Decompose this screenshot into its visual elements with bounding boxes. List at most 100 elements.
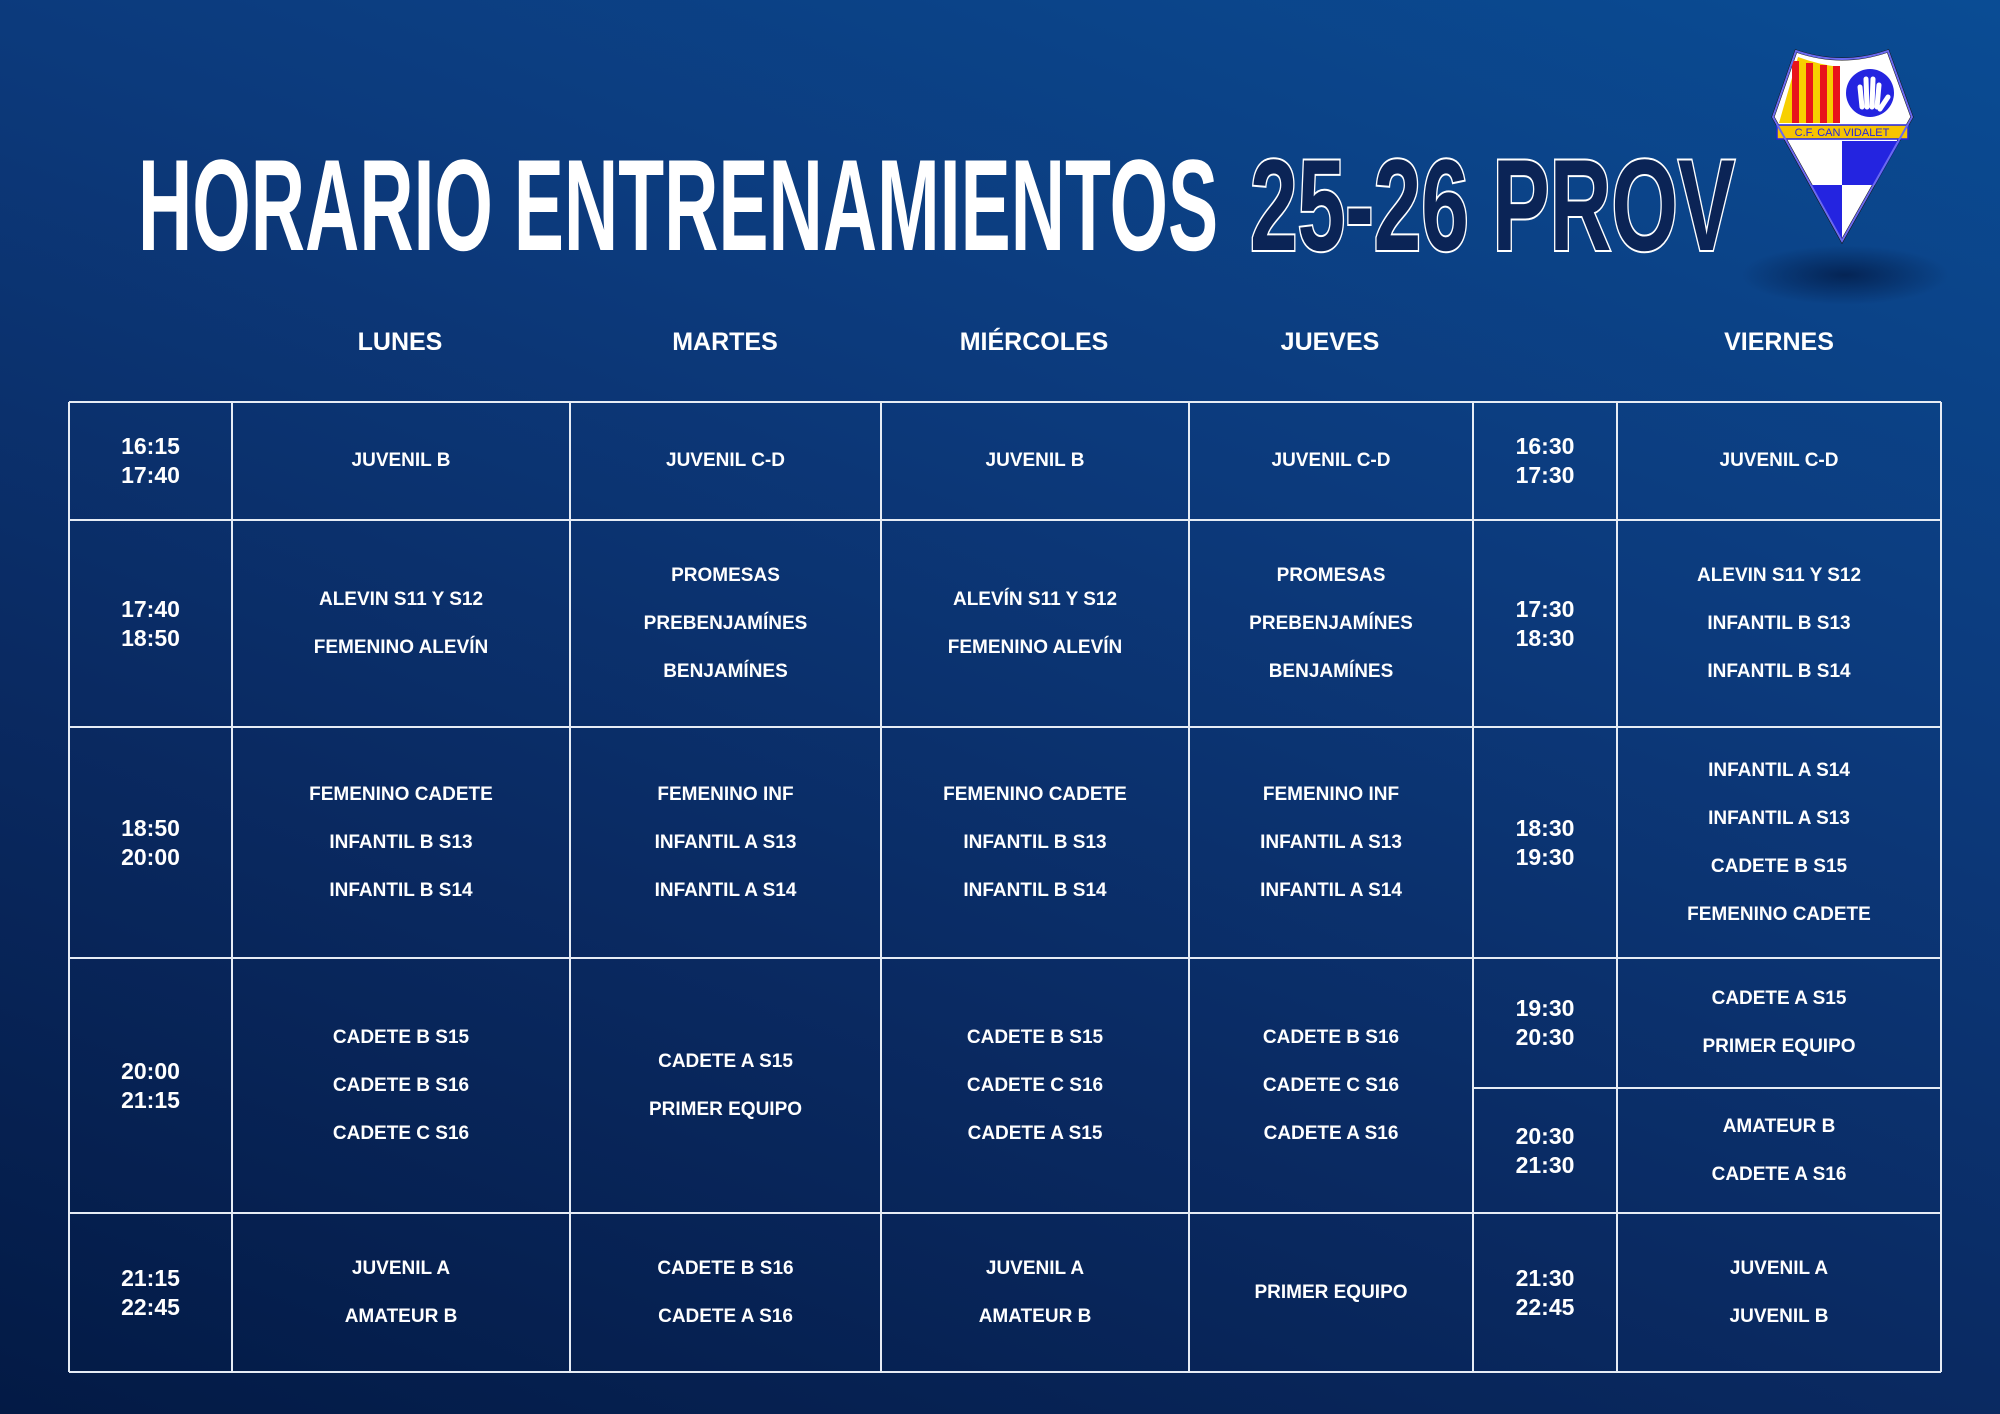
viernes-time-cell: 21:30 22:45 [1473, 1213, 1617, 1372]
team-label: INFANTIL B S14 [963, 879, 1107, 901]
team-label: CADETE B S16 [332, 1074, 470, 1096]
logo-shadow [1740, 245, 1950, 305]
schedule-cell-lunes: CADETE B S15 CADETE B S16 CADETE C S16 [232, 958, 570, 1213]
team-label: JUVENIL A [985, 1257, 1085, 1279]
time-label: 22:45 [1515, 1293, 1575, 1320]
team-label: PRIMER EQUIPO [648, 1098, 803, 1120]
team-label: CADETE A S16 [658, 1305, 793, 1327]
time-slot-cell: 18:50 20:00 [69, 727, 232, 958]
day-header-viernes: VIERNES [1724, 328, 1834, 356]
time-label: 18:50 [121, 814, 180, 841]
team-label: CADETE A S15 [967, 1122, 1103, 1144]
schedule-cell-jueves: FEMENINO INF INFANTIL A S13 INFANTIL A S14 [1189, 727, 1473, 958]
team-label: INFANTIL B S14 [1707, 660, 1851, 682]
schedule-cell-viernes: JUVENIL C-D [1617, 402, 1941, 520]
team-label: FEMENINO ALEVÍN [947, 636, 1123, 658]
viernes-time-cell: 16:30 17:30 [1473, 402, 1617, 520]
schedule-cell-viernes: INFANTIL A S14 INFANTIL A S13 CADETE B S15… [1617, 727, 1941, 958]
viernes-time-cell: 18:30 19:30 [1473, 727, 1617, 958]
schedule-cell-martes: FEMENINO INF INFANTIL A S13 INFANTIL A S14 [570, 727, 881, 958]
grid-line [68, 402, 70, 1372]
time-label: 18:30 [1515, 814, 1575, 841]
team-label: CADETE A S16 [1711, 1163, 1847, 1185]
grid-line [1472, 402, 1474, 1372]
team-label: CADETE A S16 [1263, 1122, 1399, 1144]
day-header-lunes: LUNES [357, 328, 443, 356]
team-label: CADETE B S16 [1262, 1026, 1400, 1048]
team-label: ALEVÍN S11 Y S12 [952, 588, 1118, 610]
time-slot-cell: 20:00 21:15 [69, 958, 232, 1213]
team-label: JUVENIL B [1729, 1305, 1829, 1327]
team-label: INFANTIL A S13 [654, 831, 797, 853]
team-label: INFANTIL A S14 [1708, 759, 1850, 781]
time-label: 18:50 [121, 624, 180, 651]
team-label: PREBENJAMÍNES [643, 612, 808, 634]
team-label: JUVENIL B [351, 450, 451, 471]
schedule-cell-lunes: ALEVIN S11 Y S12 FEMENINO ALEVÍN [232, 520, 570, 727]
time-label: 22:45 [121, 1293, 180, 1320]
schedule-cell-lunes: FEMENINO CADETE INFANTIL B S13 INFANTIL B … [232, 727, 570, 958]
team-label: JUVENIL C-D [1719, 450, 1839, 471]
schedule-cell-miercoles: JUVENIL A AMATEUR B [881, 1213, 1189, 1372]
team-label: CADETE C S16 [1262, 1074, 1400, 1096]
team-label: JUVENIL C-D [666, 450, 785, 471]
grid-line [69, 519, 1941, 521]
team-label: FEMENINO CADETE [943, 783, 1127, 805]
grid-line [69, 1371, 1941, 1373]
time-slot-cell: 21:15 22:45 [69, 1213, 232, 1372]
time-label: 16:15 [121, 433, 180, 459]
team-label: PRIMER EQUIPO [1254, 1281, 1408, 1303]
schedule-cell-viernes: AMATEUR B CADETE A S16 [1617, 1088, 1941, 1213]
grid-line [69, 726, 1941, 728]
team-label: AMATEUR B [1722, 1115, 1836, 1137]
schedule-cell-miercoles: JUVENIL B [881, 402, 1189, 520]
grid-line [231, 402, 233, 1372]
schedule-cell-jueves: PRIMER EQUIPO [1189, 1213, 1473, 1372]
team-label: CADETE B S15 [1710, 855, 1848, 877]
time-label: 17:40 [121, 595, 180, 622]
time-label: 17:30 [1515, 462, 1575, 488]
schedule-cell-martes: CADETE B S16 CADETE A S16 [570, 1213, 881, 1372]
time-slot-cell: 17:40 18:50 [69, 520, 232, 727]
grid-line [880, 402, 882, 1372]
time-label: 21:30 [1515, 1151, 1575, 1178]
schedule-cell-lunes: JUVENIL B [232, 402, 570, 520]
grid-line [1473, 1087, 1941, 1089]
team-label: CADETE C S16 [332, 1122, 470, 1144]
team-label: CADETE A S15 [658, 1050, 793, 1072]
schedule-cell-jueves: JUVENIL C-D [1189, 402, 1473, 520]
team-label: FEMENINO INF [657, 783, 794, 805]
day-header-jueves: JUEVES [1280, 328, 1380, 356]
time-label: 21:15 [121, 1086, 180, 1113]
time-label: 18:30 [1515, 624, 1575, 651]
schedule-cell-miercoles: FEMENINO CADETE INFANTIL B S13 INFANTIL B … [881, 727, 1189, 958]
time-slot-cell: 16:15 17:40 [69, 402, 232, 520]
logo-text: C.F. CAN VIDALET [1795, 127, 1890, 139]
page-title-outlined: 25-26 PROV [1249, 132, 1737, 278]
time-label: 21:30 [1515, 1264, 1575, 1291]
viernes-time-cell: 17:30 18:30 [1473, 520, 1617, 727]
team-label: ALEVIN S11 Y S12 [318, 588, 484, 610]
schedule-cell-jueves: CADETE B S16 CADETE C S16 CADETE A S16 [1189, 958, 1473, 1213]
team-label: ALEVIN S11 Y S12 [1696, 564, 1862, 586]
time-label: 19:30 [1515, 995, 1575, 1021]
schedule-cell-jueves: PROMESAS PREBENJAMÍNES BENJAMÍNES [1189, 520, 1473, 727]
team-label: PREBENJAMÍNES [1249, 612, 1413, 634]
schedule-cell-viernes: JUVENIL A JUVENIL B [1617, 1213, 1941, 1372]
team-label: FEMENINO ALEVÍN [313, 636, 489, 658]
schedule-cell-miercoles: ALEVÍN S11 Y S12 FEMENINO ALEVÍN [881, 520, 1189, 727]
team-label: BENJAMÍNES [1268, 660, 1394, 682]
team-label: PRIMER EQUIPO [1702, 1036, 1856, 1057]
team-label: INFANTIL A S13 [1260, 831, 1402, 853]
day-header-martes: MARTES [672, 328, 778, 356]
time-label: 20:00 [121, 843, 180, 870]
team-label: CADETE B S15 [332, 1026, 470, 1048]
team-label: CADETE A S15 [1711, 988, 1847, 1009]
time-label: 17:30 [1515, 595, 1575, 622]
schedule-cell-martes: PROMESAS PREBENJAMÍNES BENJAMÍNES [570, 520, 881, 727]
team-label: PROMESAS [671, 564, 780, 586]
team-label: FEMENINO CADETE [1687, 903, 1871, 925]
team-label: INFANTIL A S14 [654, 879, 797, 901]
club-crest-logo: C.F. CAN VIDALET [1771, 49, 1914, 245]
schedule-cell-martes: CADETE A S15 PRIMER EQUIPO [570, 958, 881, 1213]
